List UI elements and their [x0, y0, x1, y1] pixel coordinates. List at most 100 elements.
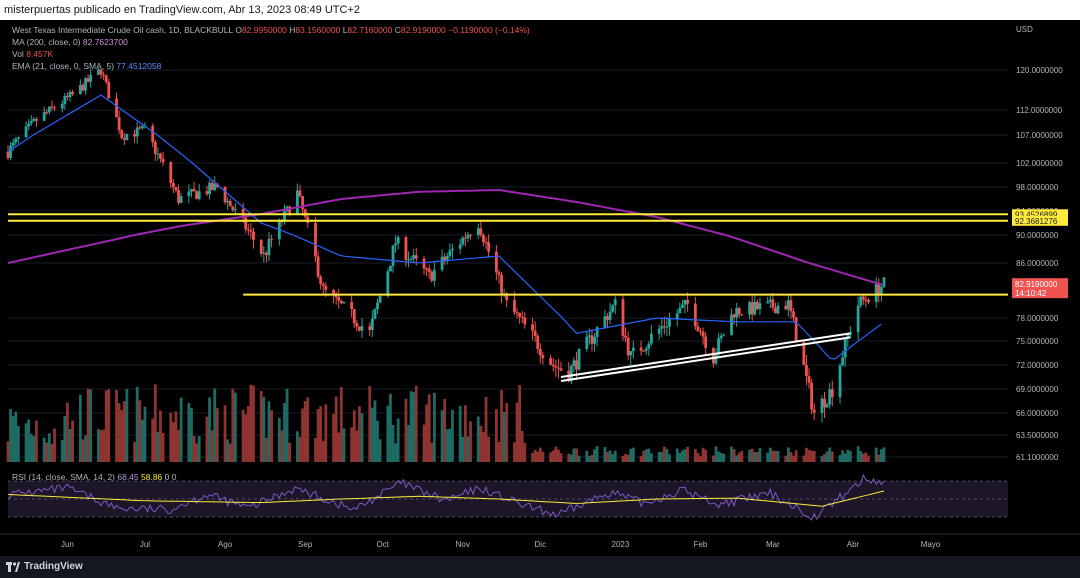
candle-body	[559, 368, 563, 371]
volume-bar	[156, 432, 160, 462]
candle-body	[197, 191, 201, 199]
volume-bar	[409, 391, 413, 462]
volume-bar	[657, 451, 661, 462]
candle-body	[63, 95, 67, 104]
candle-body	[569, 366, 573, 382]
volume-bar	[549, 452, 553, 462]
volume-bar	[370, 407, 374, 462]
candle-body	[324, 285, 328, 290]
high-value: 83.1560000	[295, 25, 341, 35]
price-tick-label: 98.0000000	[1016, 183, 1059, 192]
volume-bar	[518, 385, 522, 462]
candle-body	[812, 409, 816, 413]
volume-bar	[231, 388, 235, 462]
candle-body	[27, 123, 31, 127]
candle-body	[505, 293, 509, 301]
volume-bar	[422, 424, 426, 462]
volume-bar	[174, 411, 178, 462]
candle-body	[789, 300, 793, 312]
candle-body	[497, 272, 501, 275]
time-tick-label: Nov	[456, 540, 470, 549]
ma-legend: MA (200, close, 0) 82.7623700	[12, 37, 128, 48]
volume-bar	[626, 454, 630, 462]
volume-bar	[683, 449, 687, 462]
price-chart[interactable]: 60.0040.00USD120.0000000112.0000000107.0…	[0, 20, 1080, 556]
candle-body	[140, 126, 144, 129]
volume-bar	[874, 447, 878, 462]
horizontal-levels[interactable]	[8, 213, 1008, 296]
volume-bar	[624, 453, 627, 462]
candle-body	[608, 311, 612, 320]
time-tick-label: Abr	[847, 540, 860, 549]
volume-bar	[856, 446, 860, 462]
volume-bar	[642, 450, 646, 462]
candle-body	[714, 354, 718, 364]
high-label: H	[289, 25, 296, 35]
volume-bar	[298, 436, 302, 462]
price-axis[interactable]: 60.0040.00USD120.0000000112.0000000107.0…	[1008, 20, 1080, 556]
volume-bar	[686, 446, 689, 462]
close-label: C	[394, 25, 401, 35]
candle-body	[520, 316, 524, 318]
volume-bar	[776, 451, 780, 462]
chart-area[interactable]: 60.0040.00USD120.0000000112.0000000107.0…	[0, 20, 1080, 556]
volume-bar	[497, 441, 501, 462]
grid	[8, 69, 1008, 458]
volume-bar	[848, 450, 852, 462]
volume-bar	[321, 440, 325, 462]
volume-bar	[704, 449, 708, 462]
candle-body	[523, 317, 527, 325]
volume-bar	[766, 452, 770, 462]
volume-bar	[125, 388, 129, 462]
time-axis[interactable]: Jun Jul Ago Sep Oct Nov Dic 2023 Feb Mar Abr Mayo	[0, 533, 1080, 549]
volume-bar	[750, 448, 754, 462]
volume-bar	[461, 436, 465, 462]
candle-body	[701, 331, 705, 337]
volume-bar	[288, 442, 292, 462]
volume-bar	[867, 455, 870, 462]
candle-body	[867, 299, 870, 303]
volume-bar	[360, 413, 364, 462]
candle-body	[81, 84, 85, 91]
candle-body	[595, 327, 599, 337]
volume-bar	[249, 384, 253, 462]
candle-body	[241, 209, 245, 218]
candle-body	[412, 255, 416, 259]
candle-body	[378, 296, 382, 303]
candle-body	[712, 348, 715, 364]
candle-body	[368, 326, 372, 330]
volume-bar	[590, 455, 594, 462]
candle-body	[771, 299, 775, 308]
change-value: −0.1190000 (−0.14%)	[448, 25, 530, 35]
publication-header: misterpuertas publicado en TradingView.c…	[0, 0, 1080, 20]
trendline-group[interactable]	[560, 332, 851, 382]
candle-body	[120, 130, 124, 138]
candle-body	[177, 190, 180, 203]
brand-name: TradingView	[24, 561, 83, 572]
volume-bar	[500, 390, 503, 462]
candle-body	[29, 120, 33, 124]
candle-body	[874, 283, 878, 303]
candle-body	[122, 137, 126, 140]
time-tick-label: Jul	[140, 540, 150, 549]
candle-body	[606, 316, 609, 320]
price-tick-label: 112.0000000	[1016, 106, 1063, 115]
candle-body	[32, 119, 36, 121]
volume-bar	[735, 455, 739, 462]
ma200-line	[7, 188, 882, 286]
volume-bar	[639, 455, 643, 462]
current-price-badge	[1012, 278, 1068, 299]
volume-bar	[587, 455, 591, 462]
volume-legend: Vol 8.457K	[12, 49, 53, 60]
volume-bar	[342, 428, 346, 462]
candle-body	[577, 349, 581, 370]
rsi-line	[7, 473, 885, 521]
candle-body	[668, 318, 671, 327]
candle-body	[89, 74, 93, 82]
volume-bar	[567, 453, 571, 462]
candle-body	[820, 398, 824, 413]
candle-body	[404, 237, 408, 260]
candle-body	[476, 228, 480, 236]
trendline	[560, 336, 851, 382]
volume-bar	[159, 410, 162, 462]
